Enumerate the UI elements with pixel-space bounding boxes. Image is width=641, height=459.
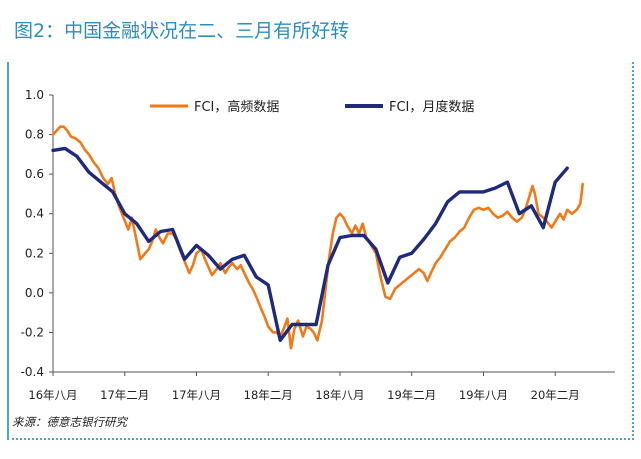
legend-label: FCI，高频数据 <box>194 99 279 115</box>
y-tick-label: 0.0 <box>25 286 44 300</box>
chart-legend: FCI，高频数据 FCI，月度数据 <box>150 99 474 115</box>
source-note: 来源：德意志银行研究 <box>12 415 127 429</box>
x-tick-label: 20年二月 <box>531 388 580 402</box>
y-tick-label: 0.2 <box>25 246 44 260</box>
chart-axes: 1.0 0.8 0.6 0.4 0.2 0.0 -0.2 -0.4 16年八月 17年二月 17年八… <box>21 88 615 402</box>
series-line-fci-monthly <box>51 146 569 342</box>
series-line-fci-high-frequency <box>51 125 584 350</box>
y-tick-label: 0.6 <box>25 167 44 181</box>
page-title: 图2：中国金融状况在二、三月有所好转 <box>14 20 350 42</box>
y-tick-label: -0.4 <box>21 365 44 379</box>
x-tick-label: 18年八月 <box>315 388 364 402</box>
chart-frame <box>7 62 634 440</box>
x-tick-label: 17年二月 <box>100 388 149 402</box>
title-bar: 图2：中国金融状况在二、三月有所好转 <box>8 6 628 48</box>
x-tick-label: 19年八月 <box>459 388 508 402</box>
x-tick-label: 16年八月 <box>28 388 77 402</box>
x-tick-label: 17年八月 <box>172 388 221 402</box>
y-tick-label: 0.4 <box>25 207 44 221</box>
series-layer <box>51 125 584 350</box>
y-tick-label: 0.8 <box>25 128 44 142</box>
x-tick-label: 18年二月 <box>244 388 293 402</box>
legend-label: FCI，月度数据 <box>389 99 474 115</box>
x-tick-label: 19年二月 <box>387 388 436 402</box>
y-tick-label: 1.0 <box>25 88 44 102</box>
y-tick-label: -0.2 <box>21 325 44 339</box>
